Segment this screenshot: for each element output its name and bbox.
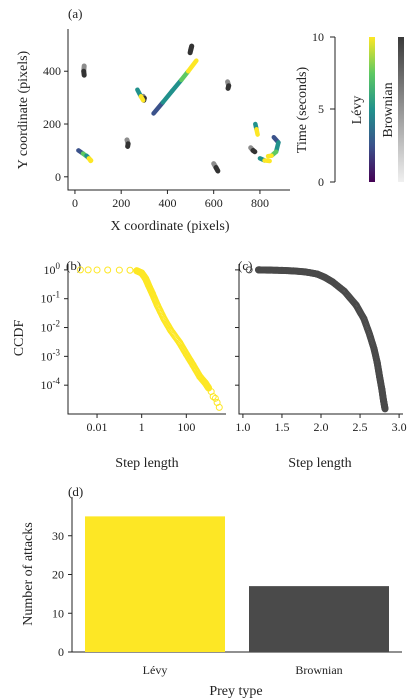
panel-d-ytick: 0 [58, 645, 64, 659]
levy-ccdf-point [126, 266, 134, 274]
brownian-track-segment [213, 165, 221, 174]
panel-b-ytick: 10-4 [41, 376, 61, 392]
panel-a-ytick: 0 [55, 170, 61, 184]
panel-a-track-plot: 0 200 400 600 800 0 200 400 X coordinate (pixel… [16, 29, 290, 234]
panel-d-label: (d) [68, 484, 83, 499]
levy-track-segment [262, 158, 272, 164]
panel-c-xtick: 2.0 [314, 420, 329, 434]
panel-a-xlabel: X coordinate (pixels) [111, 219, 230, 234]
panel-b-xtick: 100 [177, 420, 195, 434]
panel-b-ytick: 100 [44, 261, 61, 277]
brownian-colorbar [398, 37, 404, 182]
panel-c-axes [238, 264, 403, 415]
panel-d-category-label: Lévy [143, 663, 168, 677]
levy-colorbar [369, 37, 375, 182]
colorbar-tick: 5 [318, 102, 324, 116]
attack-bar [85, 516, 225, 652]
panel-a-ytick: 400 [43, 64, 61, 78]
time-colorbar: 10 5 0 Time (seconds) Lévy Brownian [295, 30, 404, 189]
levy-ccdf-point [84, 266, 92, 274]
levy-ccdf-point [211, 394, 219, 402]
panel-b-xtick: 1 [139, 420, 145, 434]
brownian-colorbar-label: Brownian [381, 82, 396, 137]
panel-c-label: (c) [238, 258, 252, 273]
panel-d-ytick: 30 [52, 529, 64, 543]
levy-track-segment [265, 153, 274, 159]
panel-b-ytick: 10-2 [41, 319, 61, 335]
panel-a-ytick: 200 [43, 117, 61, 131]
colorbar-tick: 10 [312, 30, 324, 44]
levy-ccdf-point [115, 266, 123, 274]
panel-a-xtick: 800 [251, 196, 269, 210]
levy-ccdf-point [76, 266, 84, 274]
panel-d-ytick: 10 [52, 606, 64, 620]
levy-track-segment [151, 100, 166, 116]
levy-track-segment [169, 77, 184, 94]
panel-c-xtick: 2.5 [353, 420, 368, 434]
attack-bar [249, 586, 389, 652]
panel-d-category-label: Brownian [295, 663, 342, 677]
panel-a-ylabel: Y coordinate (pixels) [16, 50, 31, 169]
panel-b-ytick: 10-1 [41, 290, 61, 306]
panel-a-label: (a) [68, 6, 82, 21]
panel-a-xtick: 0 [72, 196, 78, 210]
levy-colorbar-label: Lévy [350, 96, 365, 125]
panel-d-ylabel: Number of attacks [21, 522, 36, 625]
colorbar-tick: 0 [318, 175, 324, 189]
panel-a-xtick: 400 [158, 196, 176, 210]
panel-b-xlabel: Step length [115, 456, 178, 471]
brownian-track-segment [187, 43, 195, 56]
panel-a-xtick: 600 [205, 196, 223, 210]
levy-ccdf-point [209, 393, 217, 401]
levy-track-segment [186, 58, 199, 74]
panel-d-attacks-bar: Lévy Brownian 0 10 20 30 Prey type Number of… [21, 497, 402, 699]
panel-b-ytick: 10-3 [41, 347, 61, 363]
brownian-track-segment [225, 83, 232, 91]
panel-a-xtick: 200 [112, 196, 130, 210]
colorbar-label: Time (seconds) [295, 67, 310, 154]
levy-track-segment [86, 156, 93, 164]
panel-b-axes [67, 264, 226, 415]
levy-track-segment [160, 88, 175, 105]
panel-b-xtick: 0.01 [87, 420, 108, 434]
panel-d-ytick: 20 [52, 568, 64, 582]
levy-ccdf-point [215, 403, 223, 411]
panel-c-brownian-ccdf: 1.0 1.5 2.0 2.5 3.0 Step length [235, 264, 407, 471]
brownian-ccdf-point [245, 266, 253, 274]
levy-track-segment [138, 94, 146, 103]
levy-ccdf-point [93, 266, 101, 274]
panel-c-xlabel: Step length [288, 456, 351, 471]
panel-a-axes [67, 29, 290, 191]
brownian-track-segment [250, 147, 258, 155]
brownian-ccdf-point [381, 404, 389, 412]
panel-b-ylabel: CCDF [12, 320, 27, 357]
panel-c-xtick: 3.0 [392, 420, 407, 434]
levy-ccdf-point [104, 266, 112, 274]
panel-c-xtick: 1.5 [274, 420, 289, 434]
panel-c-xtick: 1.0 [235, 420, 250, 434]
levy-ccdf-point [204, 383, 212, 391]
panel-d-xlabel: Prey type [209, 684, 262, 699]
levy-track-segment [254, 127, 260, 137]
